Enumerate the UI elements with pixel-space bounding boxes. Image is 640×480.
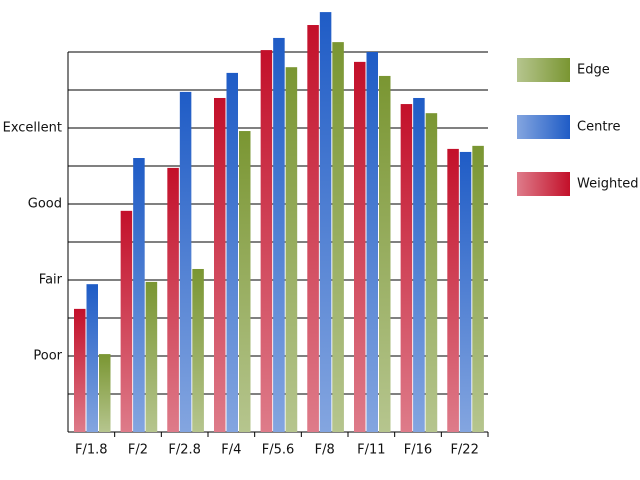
bar-shine — [74, 308, 86, 432]
bar-shine — [133, 158, 145, 432]
bar-shine — [273, 37, 285, 432]
bar-shine — [285, 67, 298, 432]
bar-shine — [447, 148, 459, 432]
legend-swatch-shine — [517, 172, 570, 196]
bar-shine — [179, 91, 192, 433]
bar-shine — [366, 52, 378, 432]
bar-shine — [214, 97, 226, 432]
y-tick-label: Poor — [33, 349, 62, 364]
x-tick-label: F/2 — [128, 443, 148, 458]
bar-shine — [379, 75, 391, 432]
x-tick-label: F/1.8 — [75, 443, 108, 458]
bar-shine — [425, 113, 438, 433]
bar-shine — [260, 50, 273, 432]
bar-shine — [239, 131, 251, 433]
bar-shine — [400, 104, 413, 432]
x-tick-label: F/22 — [450, 443, 478, 458]
x-tick-label: F/8 — [315, 443, 335, 458]
x-tick-label: F/2.8 — [168, 443, 201, 458]
bar-shine — [99, 354, 111, 432]
y-tick-label: Good — [28, 197, 62, 212]
x-tick-label: F/4 — [221, 443, 241, 458]
bar-shine — [307, 25, 319, 433]
legend-label: Weighted — [577, 177, 639, 192]
bar-shine — [167, 167, 179, 432]
bar-shine — [120, 210, 133, 432]
bar-shine — [226, 72, 238, 433]
legend-swatch-shine — [517, 115, 570, 139]
bar-shine — [145, 281, 158, 432]
legend-label: Centre — [577, 120, 620, 135]
bar-shine — [472, 145, 484, 433]
bar-shine — [86, 284, 98, 432]
bar-shine — [319, 12, 332, 432]
legend-swatch-shine — [517, 58, 570, 82]
legend-label: Edge — [577, 63, 610, 78]
bar-shine — [354, 61, 366, 432]
bar-shine — [459, 151, 472, 432]
x-tick-label: F/5.6 — [262, 443, 295, 458]
y-tick-label: Fair — [39, 273, 63, 288]
x-tick-label: F/11 — [357, 443, 385, 458]
bar-shine — [413, 97, 425, 432]
bar-shine — [192, 268, 204, 432]
bar-shine — [332, 42, 344, 433]
x-tick-label: F/16 — [404, 443, 432, 458]
y-tick-label: Excellent — [3, 121, 62, 136]
